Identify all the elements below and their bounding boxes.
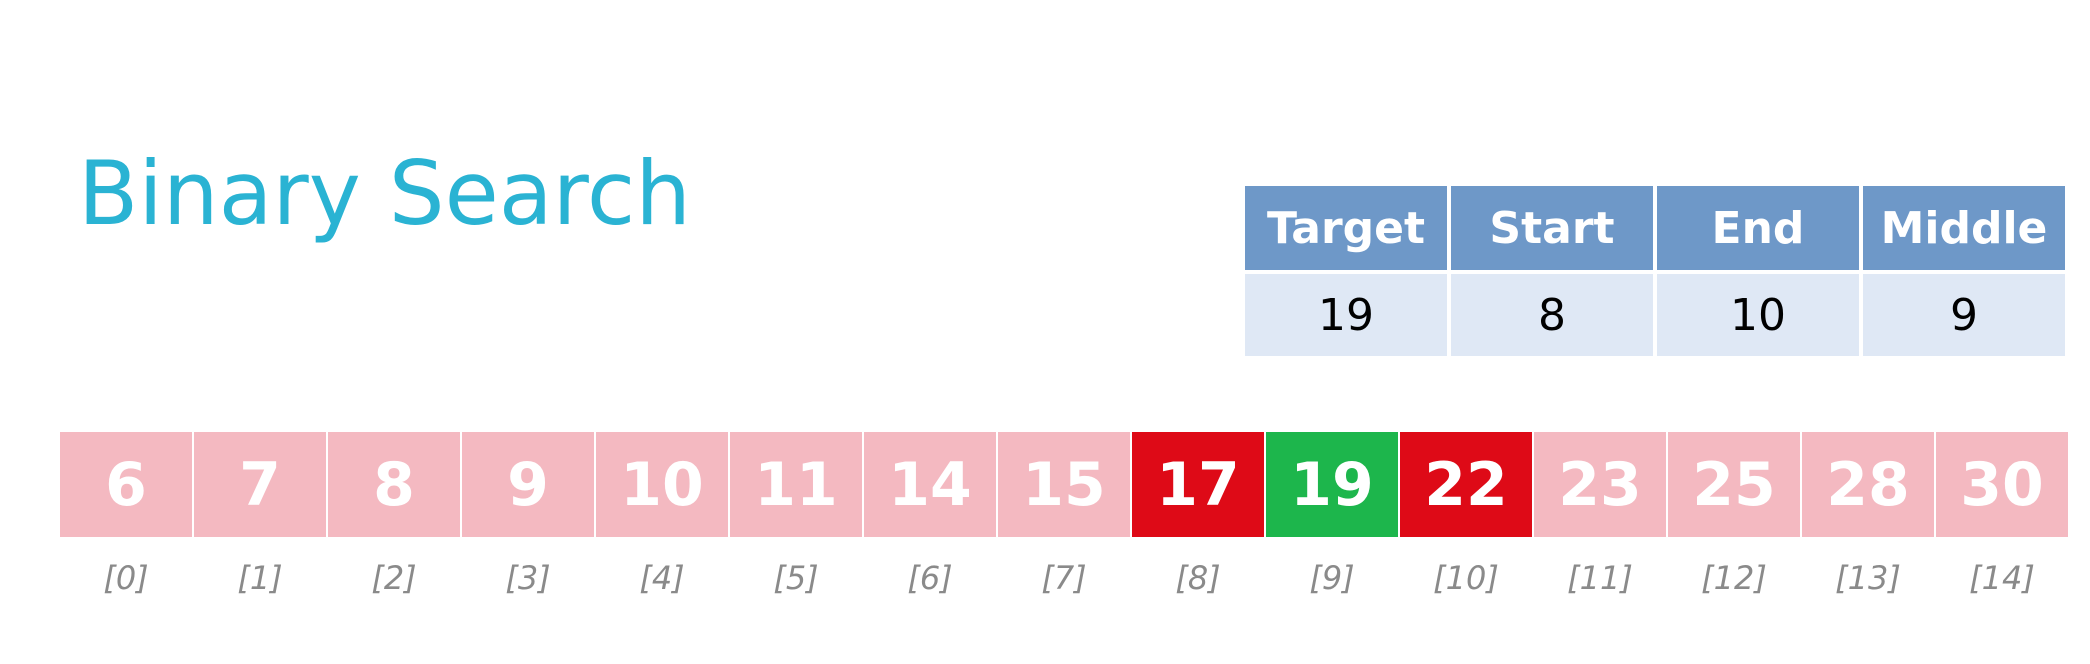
array-element: 17 [8] — [1132, 432, 1264, 597]
array-value-box: 11 — [730, 432, 862, 537]
array-index-label: [9] — [1309, 559, 1355, 597]
array-index-label: [8] — [1175, 559, 1221, 597]
array-element: 25 [12] — [1668, 432, 1800, 597]
array-value-box: 15 — [998, 432, 1130, 537]
array-element: 15 [7] — [998, 432, 1130, 597]
variable-value-target: 19 — [1245, 274, 1447, 356]
array-element: 7 [1] — [194, 432, 326, 597]
array-index-label: [2] — [371, 559, 417, 597]
variable-header-start: Start — [1451, 186, 1653, 270]
array-index-label: [0] — [103, 559, 149, 597]
variables-table: Target Start End Middle 19 8 10 9 — [1245, 186, 2065, 356]
array-value-box: 22 — [1400, 432, 1532, 537]
array-element: 6 [0] — [60, 432, 192, 597]
array-element: 28 [13] — [1802, 432, 1934, 597]
variable-value-end: 10 — [1657, 274, 1859, 356]
array-value-box: 6 — [60, 432, 192, 537]
array-element: 30 [14] — [1936, 432, 2068, 597]
array-element: 8 [2] — [328, 432, 460, 597]
array-value-box: 25 — [1668, 432, 1800, 537]
array-value-box: 10 — [596, 432, 728, 537]
array-value-box: 28 — [1802, 432, 1934, 537]
array-index-label: [1] — [237, 559, 283, 597]
array-element: 9 [3] — [462, 432, 594, 597]
variable-header-target: Target — [1245, 186, 1447, 270]
array-index-label: [10] — [1433, 559, 1499, 597]
array-index-label: [3] — [505, 559, 551, 597]
array-strip: 6 [0] 7 [1] 8 [2] 9 [3] 10 [4] 11 [5] 14 [6] 15 [7] 17 [8… — [60, 432, 2068, 597]
array-index-label: [11] — [1567, 559, 1633, 597]
variable-header-end: End — [1657, 186, 1859, 270]
array-element: 11 [5] — [730, 432, 862, 597]
array-index-label: [12] — [1701, 559, 1767, 597]
array-index-label: [14] — [1969, 559, 2035, 597]
array-value-box: 8 — [328, 432, 460, 537]
array-value-box: 17 — [1132, 432, 1264, 537]
array-element: 10 [4] — [596, 432, 728, 597]
array-value-box: 19 — [1266, 432, 1398, 537]
array-index-label: [6] — [907, 559, 953, 597]
array-element: 14 [6] — [864, 432, 996, 597]
page-title: Binary Search — [78, 142, 692, 245]
array-index-label: [5] — [773, 559, 819, 597]
array-value-box: 30 — [1936, 432, 2068, 537]
array-value-box: 7 — [194, 432, 326, 537]
variable-value-start: 8 — [1451, 274, 1653, 356]
variable-header-middle: Middle — [1863, 186, 2065, 270]
array-value-box: 23 — [1534, 432, 1666, 537]
array-value-box: 9 — [462, 432, 594, 537]
variable-value-middle: 9 — [1863, 274, 2065, 356]
array-index-label: [7] — [1041, 559, 1087, 597]
array-index-label: [4] — [639, 559, 685, 597]
array-element: 19 [9] — [1266, 432, 1398, 597]
array-element: 23 [11] — [1534, 432, 1666, 597]
array-element: 22 [10] — [1400, 432, 1532, 597]
array-index-label: [13] — [1835, 559, 1901, 597]
array-value-box: 14 — [864, 432, 996, 537]
